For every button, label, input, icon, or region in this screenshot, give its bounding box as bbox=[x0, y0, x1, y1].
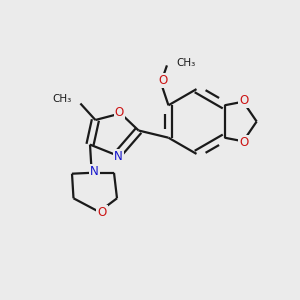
Text: CH₃: CH₃ bbox=[53, 94, 72, 104]
Text: O: O bbox=[98, 206, 106, 219]
Text: CH₃: CH₃ bbox=[176, 58, 195, 68]
Text: N: N bbox=[90, 165, 99, 178]
Text: O: O bbox=[239, 94, 248, 107]
Text: N: N bbox=[114, 150, 123, 163]
Text: O: O bbox=[159, 74, 168, 87]
Text: O: O bbox=[239, 136, 248, 149]
Text: O: O bbox=[115, 106, 124, 119]
